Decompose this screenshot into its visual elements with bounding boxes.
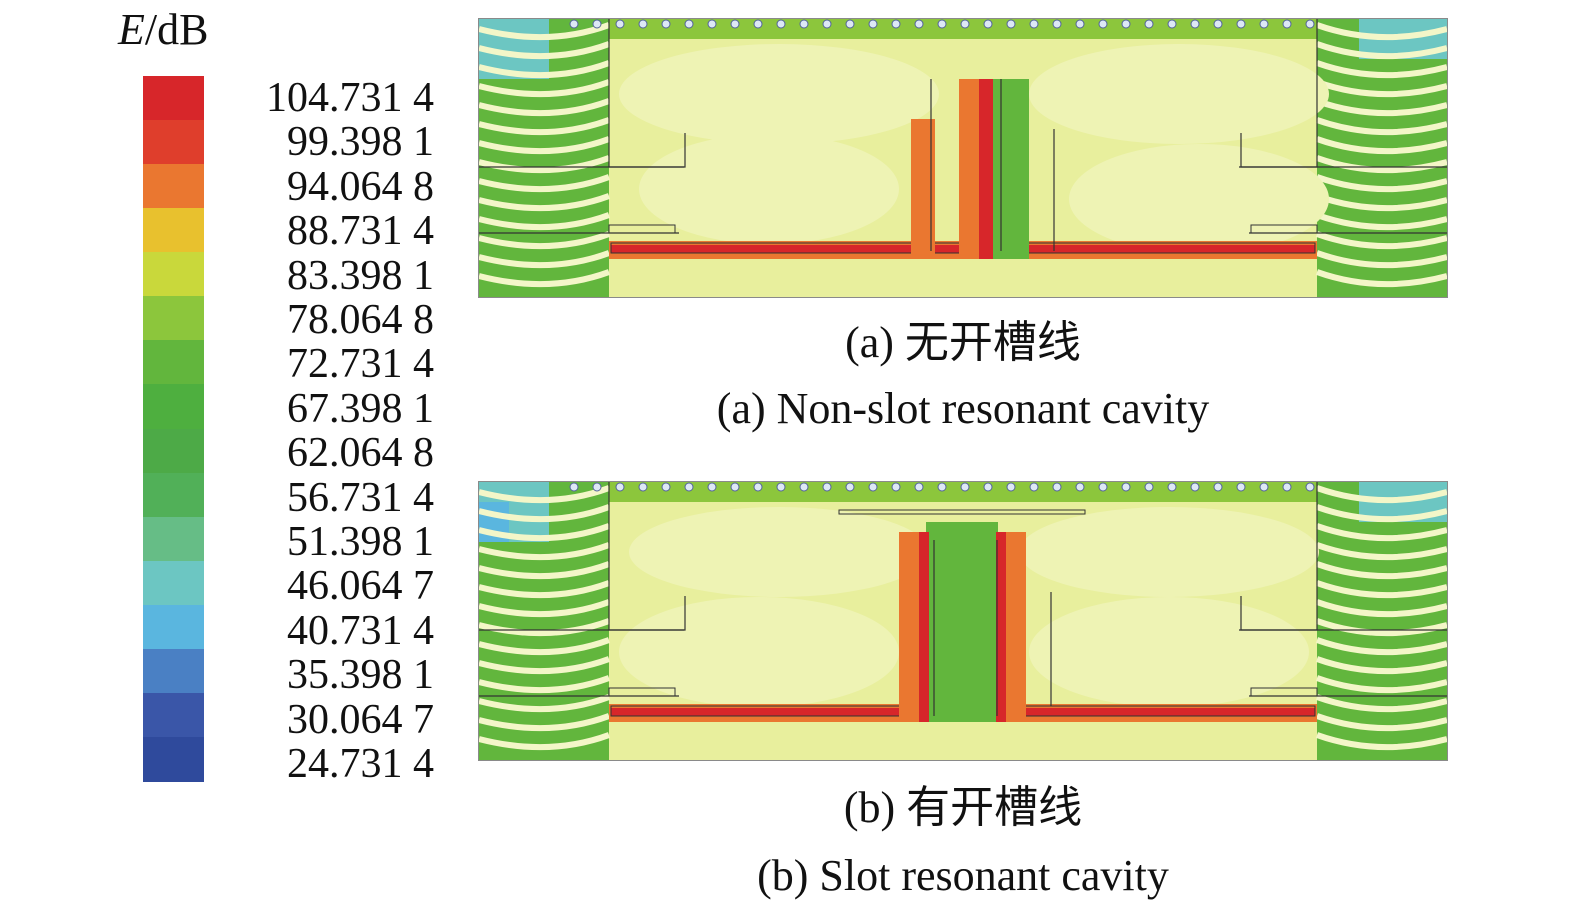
color-swatch xyxy=(143,428,204,474)
color-scale-bar xyxy=(143,76,204,782)
color-scale-tick-label: 30.064 7 xyxy=(287,696,434,743)
color-swatch xyxy=(143,648,204,694)
color-scale-tick-label: 40.731 4 xyxy=(287,607,434,654)
color-scale-tick-label: 46.064 7 xyxy=(287,563,434,610)
color-swatch xyxy=(143,296,204,341)
color-swatch xyxy=(143,604,204,650)
field-map-non-slot xyxy=(478,18,1448,298)
legend-title: E/dB xyxy=(118,4,208,56)
caption-b-english: (b) Slot resonant cavity xyxy=(757,851,1169,900)
field-map-graphic xyxy=(479,482,1447,760)
color-scale-tick-label: 104.731 4 xyxy=(266,75,434,121)
caption-a-english: (a) Non-slot resonant cavity xyxy=(716,384,1210,433)
color-scale-tick-label: 67.398 1 xyxy=(287,385,434,432)
legend-symbol: E xyxy=(118,5,145,54)
color-swatch xyxy=(143,692,204,738)
color-swatch xyxy=(143,472,204,518)
color-swatch xyxy=(143,164,204,209)
field-map-graphic xyxy=(479,19,1447,297)
field-map-slot xyxy=(478,481,1448,761)
color-scale-tick-label: 62.064 8 xyxy=(287,430,434,477)
color-swatch xyxy=(143,736,204,782)
color-swatch xyxy=(143,384,204,429)
color-swatch xyxy=(143,76,204,121)
color-swatch xyxy=(143,252,204,297)
color-scale-tick-label: 35.398 1 xyxy=(287,652,434,699)
color-swatch xyxy=(143,560,204,606)
caption-b-chinese: (b) 有开槽线 xyxy=(843,783,1083,832)
legend-unit: /dB xyxy=(144,5,209,54)
color-swatch xyxy=(143,120,204,165)
color-scale-tick-label: 83.398 1 xyxy=(287,252,434,299)
caption-a-chinese: (a) 无开槽线 xyxy=(845,318,1081,367)
color-scale-tick-label: 56.731 4 xyxy=(287,474,434,521)
color-scale-tick-label: 24.731 4 xyxy=(287,741,434,787)
color-swatch xyxy=(143,208,204,253)
color-scale-ticks: 104.731 4 99.398 1 94.064 8 88.731 4 83.398 … xyxy=(214,76,434,796)
color-swatch xyxy=(143,516,204,562)
color-scale-tick-label: 94.064 8 xyxy=(287,163,434,210)
color-scale-tick-label: 88.731 4 xyxy=(287,208,434,255)
color-scale-tick-label: 78.064 8 xyxy=(287,297,434,343)
color-scale-tick-label: 99.398 1 xyxy=(287,119,434,166)
color-scale-tick-label: 51.398 1 xyxy=(287,519,434,565)
color-swatch xyxy=(143,340,204,385)
color-scale-tick-label: 72.731 4 xyxy=(287,341,434,388)
